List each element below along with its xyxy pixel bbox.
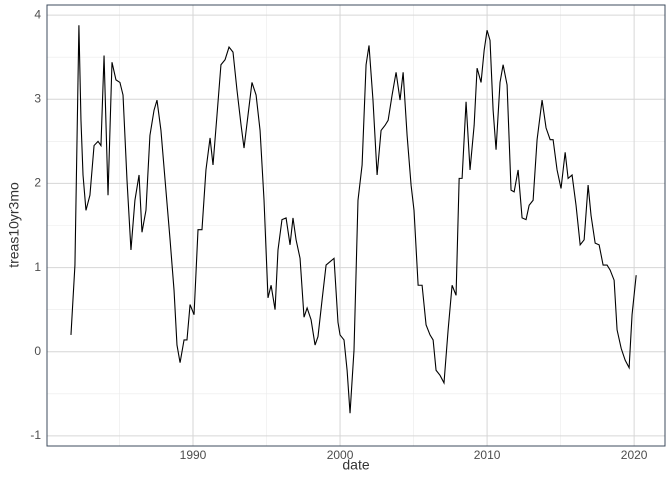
y-tick-label: 2 [34, 176, 41, 190]
x-tick-label: 1990 [180, 448, 207, 462]
y-tick-label: 0 [34, 344, 41, 358]
x-tick-label: 2020 [621, 448, 648, 462]
x-axis-title: date [342, 457, 369, 473]
line [70, 25, 637, 414]
x-tick-label: 2000 [327, 448, 354, 462]
y-tick-label: 1 [34, 260, 41, 274]
y-tick-label: 3 [34, 91, 41, 105]
x-tick-label: 2010 [474, 448, 501, 462]
y-axis-title: treas10yr3mo [6, 182, 22, 268]
y-tick-label: 4 [34, 7, 41, 21]
panel-border [46, 4, 666, 447]
y-tick-label: -1 [30, 428, 41, 442]
